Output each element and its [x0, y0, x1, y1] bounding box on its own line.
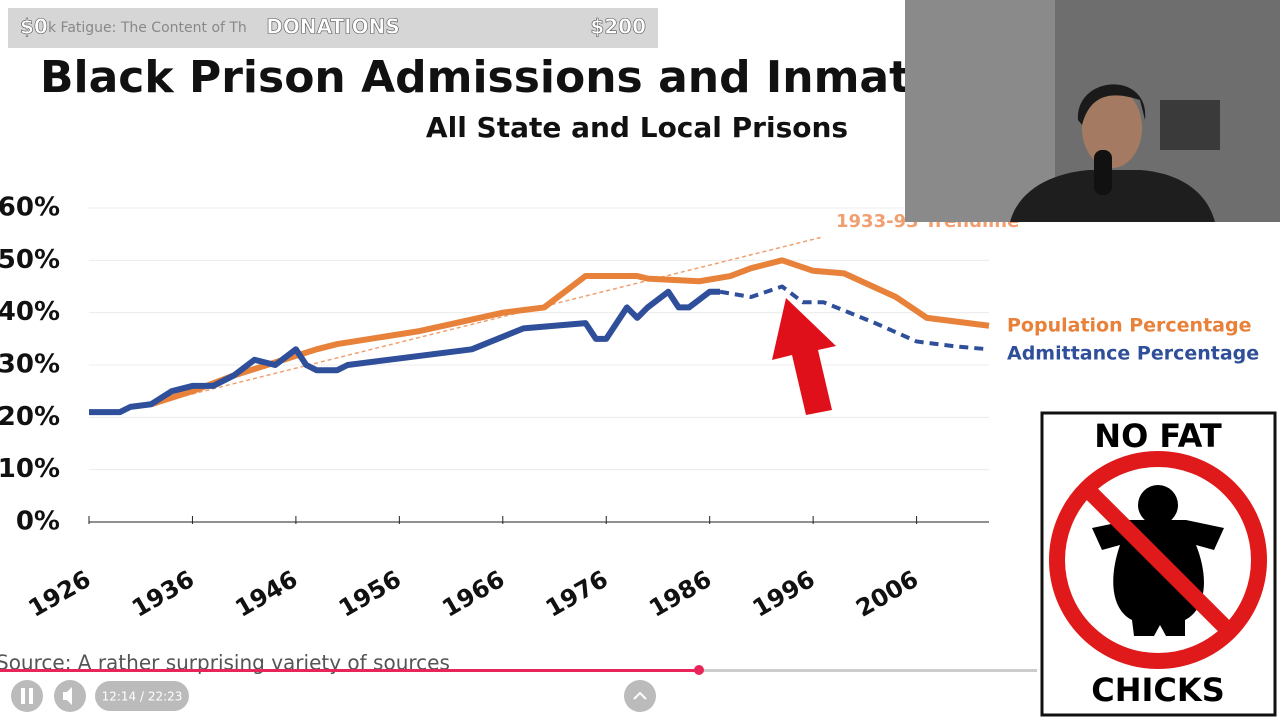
sign-top: NO FAT: [1094, 417, 1222, 455]
y-tick-label: 50%: [0, 245, 60, 275]
sign-bottom: CHICKS: [1091, 671, 1225, 709]
sign: NO FAT CHICKS: [1040, 411, 1277, 717]
series-line: [719, 284, 990, 352]
player: 12:14 / 22:23: [0, 665, 1037, 712]
y-tick-label: 40%: [0, 297, 60, 327]
chart-subtitle: All State and Local Prisons: [426, 111, 848, 144]
y-tick-label: 0%: [16, 507, 60, 537]
legend-label: Admittance Percentage: [1007, 343, 1259, 365]
volume-icon: [63, 687, 72, 705]
progress-handle[interactable]: [694, 665, 704, 675]
progress-played: [0, 669, 699, 672]
video-title: k Fatigue: The Content of Th: [48, 20, 247, 36]
series-line: [89, 288, 721, 416]
donation-overlay: $0 k Fatigue: The Content of Th DONATION…: [8, 8, 658, 48]
pause-icon: [29, 688, 33, 704]
chart-title: Black Prison Admissions and Inmates: [40, 52, 966, 103]
y-tick-label: 20%: [0, 402, 60, 432]
series-line: [150, 236, 824, 405]
y-tick-label: 60%: [0, 193, 60, 223]
expand-icon: [633, 691, 647, 700]
webcam: [905, 0, 1280, 222]
right-amount: $200: [590, 15, 646, 39]
donations-label: DONATIONS: [266, 15, 400, 39]
y-tick-label: 10%: [0, 454, 60, 484]
arrow: [772, 298, 836, 415]
time-pill: [95, 681, 189, 711]
pause-icon: [21, 688, 25, 704]
expand-button[interactable]: [624, 680, 656, 712]
legend-label: Population Percentage: [1007, 315, 1251, 337]
pause-button[interactable]: [11, 680, 43, 712]
time: 12:14 / 22:23: [102, 690, 183, 704]
y-tick-label: 30%: [0, 350, 60, 380]
left-amount: $0: [20, 15, 48, 39]
